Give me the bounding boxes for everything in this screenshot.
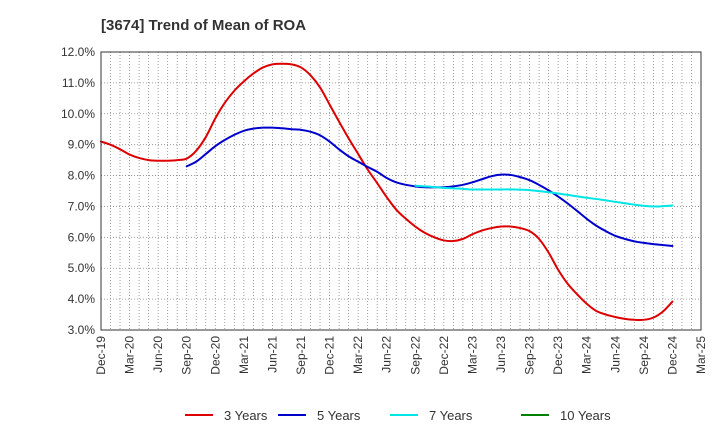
x-tick-label: Mar-21 (237, 336, 251, 374)
legend-label: 5 Years (317, 408, 361, 423)
series-lines (100, 62, 674, 322)
x-tick-label: Dec-20 (208, 336, 222, 375)
x-tick-label: Jun-23 (494, 336, 508, 373)
legend-label: 10 Years (560, 408, 611, 423)
y-tick-label: 5.0% (68, 261, 96, 275)
y-tick-label: 9.0% (68, 138, 96, 152)
x-tick-label: Dec-19 (94, 336, 108, 375)
y-tick-label: 12.0% (61, 45, 95, 59)
x-tick-label: Mar-23 (465, 336, 479, 374)
x-tick-label: Dec-23 (551, 336, 565, 375)
legend-label: 3 Years (224, 408, 268, 423)
x-tick-label: Sep-23 (523, 336, 537, 375)
legend: 3 Years 5 Years 7 Years 10 Years (185, 408, 611, 423)
x-tick-label: Sep-24 (637, 336, 651, 375)
y-tick-label: 3.0% (68, 323, 96, 337)
x-tick-label: Jun-22 (380, 336, 394, 373)
x-tick-label: Mar-22 (351, 336, 365, 374)
grid-lines (101, 51, 701, 331)
series-line-7-years (414, 184, 674, 208)
x-tick-label: Sep-21 (294, 336, 308, 375)
y-tick-label: 6.0% (68, 230, 96, 244)
plot-border (100, 51, 702, 331)
plot-area (101, 52, 701, 330)
x-tick-label: Jun-20 (151, 336, 165, 373)
x-tick-label: Sep-22 (408, 336, 422, 375)
x-tick-label: Sep-20 (180, 336, 194, 375)
x-tick-label: Dec-24 (665, 336, 679, 375)
legend-label: 7 Years (429, 408, 473, 423)
series-line-3-years (100, 62, 674, 322)
x-tick-label: Mar-20 (123, 336, 137, 374)
x-tick-label: Jun-21 (265, 336, 279, 373)
y-tick-label: 7.0% (68, 199, 96, 213)
chart-title: [3674] Trend of Mean of ROA (101, 17, 306, 34)
x-axis-ticks: Dec-19 Mar-20 Jun-20 Sep-20 Dec-20 Mar-21 Jun-… (94, 336, 708, 375)
y-tick-label: 8.0% (68, 169, 96, 183)
x-tick-label: Dec-22 (437, 336, 451, 375)
x-tick-label: Jun-24 (608, 336, 622, 373)
y-tick-label: 11.0% (62, 76, 95, 90)
x-tick-label: Mar-24 (580, 336, 594, 374)
x-tick-label: Mar-25 (694, 336, 708, 374)
y-tick-label: 10.0% (61, 107, 95, 121)
y-axis-ticks: 12.0% 11.0% 10.0% 9.0% 8.0% 7.0% 6.0% 5.0% 4.0% 3… (61, 45, 95, 337)
x-tick-label: Dec-21 (323, 336, 337, 375)
y-tick-label: 4.0% (68, 292, 96, 306)
